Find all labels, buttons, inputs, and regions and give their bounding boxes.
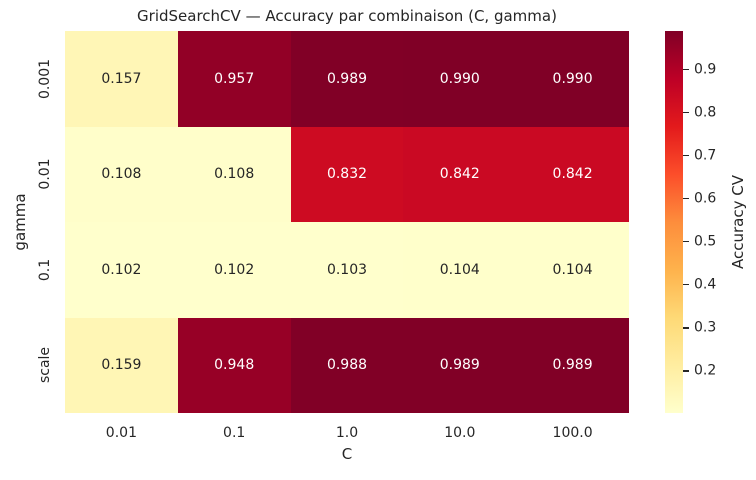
- heatmap-cell: 0.108: [177, 126, 291, 222]
- heatmap-cell: 0.988: [290, 317, 404, 413]
- y-tick-label: 0.1: [37, 258, 53, 281]
- heatmap-cell: 0.832: [290, 126, 404, 222]
- cell-value: 0.102: [101, 261, 142, 278]
- cell-value: 0.103: [326, 261, 368, 278]
- heatmap-cell: 0.948: [177, 317, 291, 413]
- cell-value: 0.842: [439, 166, 480, 183]
- heatmap-cell: 0.990: [516, 31, 629, 127]
- colorbar-tick-mark: [683, 284, 689, 286]
- x-axis-label: C: [341, 445, 353, 463]
- x-tick-label: 10.0: [444, 425, 476, 441]
- colorbar-tick-label: 0.4: [694, 276, 717, 293]
- heatmap-cell: 0.157: [65, 31, 178, 127]
- colorbar-tick-label: 0.5: [694, 233, 717, 250]
- y-tick-label: 0.001: [37, 58, 53, 99]
- y-tick-label: 0.01: [37, 158, 53, 190]
- heatmap-cell: 0.957: [177, 31, 291, 127]
- cell-value: 0.108: [101, 166, 142, 183]
- heatmap-cell: 0.990: [403, 31, 517, 127]
- heatmap-cell: 0.989: [403, 317, 517, 413]
- colorbar-tick-label: 0.3: [694, 319, 717, 336]
- cell-value: 0.104: [552, 261, 593, 278]
- colorbar-tick-mark: [683, 241, 689, 243]
- heatmap-cell: 0.989: [516, 317, 629, 413]
- colorbar-tick-mark: [683, 370, 689, 372]
- heatmap-cell: 0.102: [65, 222, 178, 318]
- colorbar-tick-label: 0.7: [694, 147, 717, 164]
- colorbar-tick-mark: [683, 69, 689, 71]
- cell-value: 0.842: [552, 166, 593, 183]
- cell-value: 0.108: [214, 166, 255, 183]
- heatmap-cell: 0.103: [290, 222, 404, 318]
- colorbar-tick-label: 0.6: [694, 190, 717, 207]
- colorbar-tick-mark: [683, 155, 689, 157]
- colorbar-tick-mark: [683, 327, 689, 329]
- heatmap-cell: 0.842: [403, 126, 517, 222]
- x-tick-label: 0.1: [223, 425, 246, 441]
- cell-value: 0.157: [101, 70, 142, 87]
- heatmap-cell: 0.102: [177, 222, 291, 318]
- cell-value: 0.989: [439, 357, 480, 374]
- x-tick-label: 0.01: [105, 425, 137, 441]
- y-axis-tick-labels: 0.001 0.01 0.1 scale: [0, 31, 65, 413]
- heatmap-cell: 0.842: [516, 126, 629, 222]
- colorbar-tick-label: 0.8: [694, 104, 717, 121]
- heatmap-cell: 0.989: [290, 31, 404, 127]
- colorbar-tick-label: 0.2: [694, 362, 717, 379]
- heatmap-cell: 0.104: [403, 222, 517, 318]
- cell-value: 0.832: [326, 166, 368, 183]
- cell-value: 0.957: [214, 70, 255, 87]
- x-axis-tick-labels: 0.01 0.1 1.0 10.0 100.0: [65, 425, 629, 441]
- heatmap-cell: 0.159: [65, 317, 178, 413]
- heatmap-cell: 0.108: [65, 126, 178, 222]
- cell-value: 0.104: [439, 261, 480, 278]
- y-axis-label: gamma: [11, 193, 29, 251]
- colorbar-tick-label: 0.9: [694, 61, 717, 78]
- colorbar-tick-mark: [683, 112, 689, 114]
- chart-title: GridSearchCV — Accuracy par combinaison …: [137, 7, 557, 25]
- cell-value: 0.159: [101, 357, 142, 374]
- colorbar-ticks: 0.2 0.3 0.4 0.5 0.6 0.7 0.8 0.9: [683, 31, 756, 413]
- cell-value: 0.988: [326, 357, 368, 374]
- x-tick-label: 100.0: [552, 425, 593, 441]
- y-tick-label: scale: [37, 347, 53, 384]
- cell-value: 0.102: [214, 261, 255, 278]
- colorbar-label: Accuracy CV: [729, 175, 747, 269]
- cell-value: 0.990: [552, 70, 593, 87]
- heatmap-cell: 0.104: [516, 222, 629, 318]
- cell-value: 0.990: [439, 70, 480, 87]
- heatmap-grid: 0.157 0.957 0.989 0.990 0.990 0.108 0.108 0.832…: [65, 31, 629, 413]
- cell-value: 0.989: [552, 357, 593, 374]
- cell-value: 0.989: [326, 70, 368, 87]
- colorbar-tick-mark: [683, 198, 689, 200]
- x-tick-label: 1.0: [335, 425, 359, 441]
- cell-value: 0.948: [214, 357, 255, 374]
- colorbar-gradient: [665, 31, 683, 413]
